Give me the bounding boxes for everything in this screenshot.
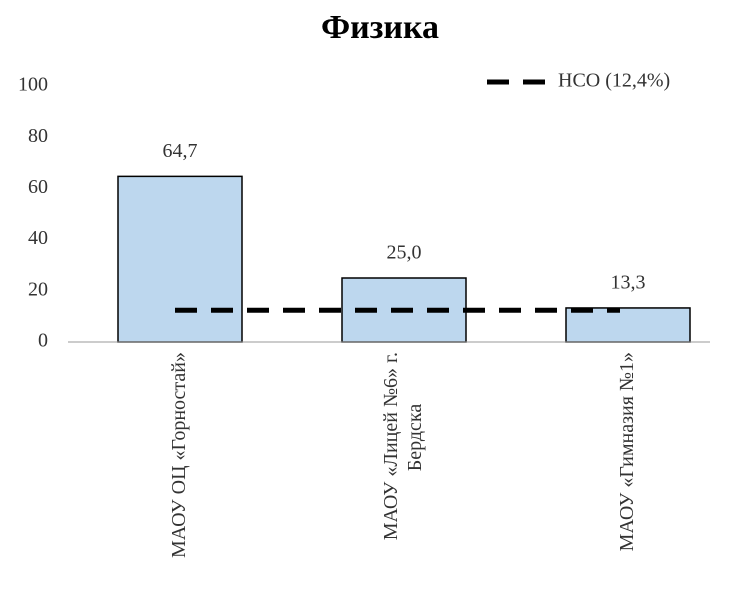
y-tick-label: 40 bbox=[28, 227, 48, 249]
bar bbox=[117, 175, 243, 343]
x-tick-label: МАОУ «Лицей №6» г. Бердска bbox=[380, 352, 426, 540]
bar bbox=[565, 307, 691, 343]
value-label: 25,0 bbox=[387, 242, 422, 264]
y-tick-label: 0 bbox=[38, 330, 48, 352]
chart-title: Физика bbox=[321, 9, 439, 46]
y-tick-label: 60 bbox=[28, 176, 48, 198]
x-tick-label: МАОУ ОЦ «Горностай» bbox=[168, 352, 190, 558]
x-tick-label: МАОУ «Гимназия №1» bbox=[616, 352, 638, 551]
y-tick-label: 80 bbox=[28, 125, 48, 147]
y-tick-label: 20 bbox=[28, 278, 48, 300]
y-tick-label: 100 bbox=[18, 74, 48, 96]
value-label: 13,3 bbox=[611, 272, 646, 294]
legend-label: НСО (12,4%) bbox=[558, 70, 670, 92]
value-label: 64,7 bbox=[163, 140, 198, 162]
